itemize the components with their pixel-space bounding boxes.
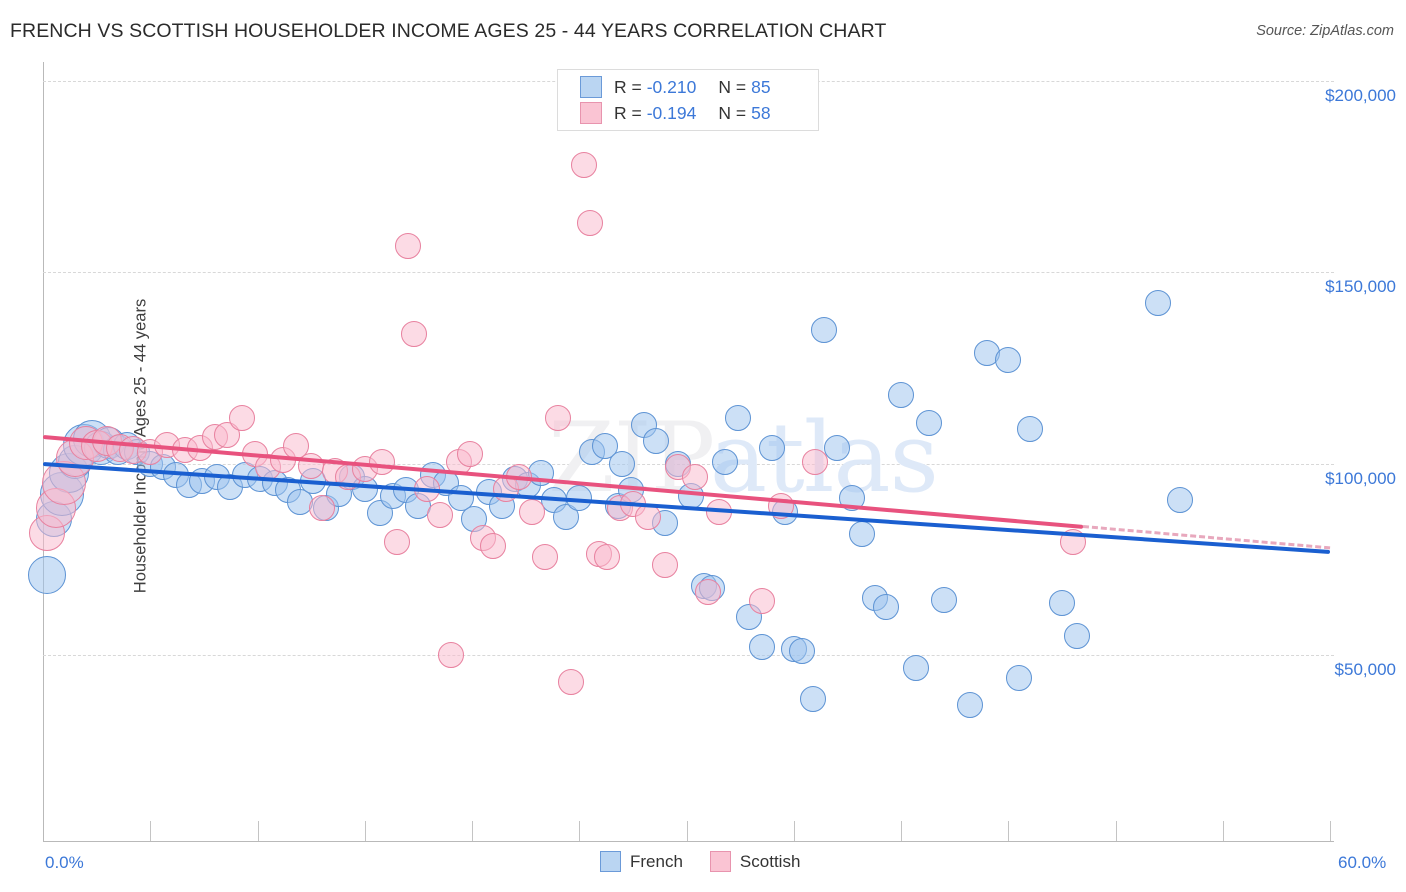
data-point-french bbox=[591, 433, 618, 460]
stats-row-french: R = -0.210 N = 85 bbox=[580, 74, 771, 100]
data-point-scottish bbox=[480, 532, 507, 559]
x-axis-tick bbox=[1222, 821, 1224, 841]
data-point-scottish bbox=[426, 502, 453, 529]
data-point-scottish bbox=[531, 544, 558, 571]
x-axis-min-label: 0.0% bbox=[45, 853, 84, 872]
data-point-french bbox=[930, 586, 957, 613]
x-axis-tick bbox=[579, 821, 581, 841]
data-point-french bbox=[643, 427, 670, 454]
data-point-french bbox=[724, 404, 751, 431]
y-axis-tick-label: $200,000 bbox=[1325, 86, 1396, 105]
data-point-scottish bbox=[456, 441, 483, 468]
source-attribution: Source: ZipAtlas.com bbox=[1256, 23, 1394, 39]
data-point-scottish bbox=[652, 552, 679, 579]
french-swatch-icon bbox=[580, 76, 602, 98]
data-point-scottish bbox=[308, 494, 335, 521]
x-axis-tick bbox=[150, 821, 152, 841]
data-point-scottish bbox=[394, 232, 421, 259]
y-axis-tick-label: $50,000 bbox=[1334, 660, 1396, 679]
data-point-french bbox=[903, 655, 929, 682]
correlation-stats-legend: R = -0.210 N = 85 R = -0.194 N = 58 bbox=[557, 69, 819, 131]
data-point-french bbox=[888, 381, 914, 408]
x-axis-tick bbox=[257, 821, 259, 841]
x-axis-tick bbox=[686, 821, 688, 841]
legend-scottish-label[interactable]: Scottish bbox=[739, 851, 801, 871]
legend-french-label[interactable]: French bbox=[630, 851, 683, 871]
gridline bbox=[43, 655, 1334, 656]
data-point-french bbox=[872, 594, 899, 621]
french-r-label: R = bbox=[614, 76, 642, 97]
y-axis-line bbox=[43, 62, 44, 841]
data-point-scottish bbox=[748, 588, 775, 615]
data-point-scottish bbox=[570, 152, 597, 179]
data-point-scottish bbox=[594, 544, 621, 571]
data-point-french bbox=[995, 347, 1022, 374]
data-point-french bbox=[810, 316, 837, 343]
x-axis-max-label: 60.0% bbox=[1338, 853, 1387, 872]
y-axis-tick-label: $100,000 bbox=[1325, 468, 1396, 488]
data-point-french bbox=[1063, 622, 1090, 649]
data-point-french bbox=[1016, 416, 1043, 443]
gridline bbox=[43, 272, 1334, 274]
data-point-french bbox=[1166, 487, 1193, 514]
scottish-n-value: 58 bbox=[751, 102, 771, 123]
french-n-value: 85 bbox=[751, 76, 771, 97]
x-axis-tick bbox=[1330, 821, 1331, 841]
data-point-french bbox=[915, 410, 942, 437]
scottish-swatch-icon bbox=[580, 102, 602, 124]
data-point-french bbox=[759, 435, 786, 462]
data-point-french bbox=[789, 638, 816, 665]
y-axis-tick-label: $150,000 bbox=[1325, 277, 1396, 297]
french-r-value: -0.210 bbox=[646, 76, 697, 97]
data-point-scottish bbox=[634, 504, 661, 531]
x-axis-tick bbox=[472, 821, 473, 841]
data-point-french bbox=[973, 339, 1000, 366]
data-point-scottish bbox=[437, 642, 464, 668]
scottish-n-label: N = bbox=[718, 102, 747, 123]
data-point-scottish bbox=[694, 578, 721, 605]
scottish-r-label: R = bbox=[614, 102, 642, 123]
page-title: FRENCH VS SCOTTISH HOUSEHOLDER INCOME AG… bbox=[10, 20, 887, 42]
data-point-scottish bbox=[544, 404, 571, 431]
legend-scottish-swatch-icon[interactable] bbox=[709, 851, 731, 872]
data-point-french bbox=[748, 634, 775, 661]
data-point-french bbox=[800, 686, 827, 712]
x-axis-tick bbox=[793, 821, 795, 841]
x-axis-tick bbox=[1115, 821, 1117, 841]
plot-area bbox=[28, 62, 1333, 841]
french-n-label: N = bbox=[718, 76, 747, 97]
x-axis-tick bbox=[901, 821, 902, 841]
data-point-scottish bbox=[401, 320, 428, 347]
scottish-r-value: -0.194 bbox=[646, 102, 697, 123]
data-point-scottish bbox=[557, 668, 584, 695]
data-point-french bbox=[1145, 289, 1172, 316]
legend-french-swatch-icon[interactable] bbox=[600, 851, 621, 872]
data-point-french bbox=[823, 435, 850, 462]
data-point-french bbox=[28, 555, 67, 594]
data-point-french bbox=[712, 448, 739, 475]
data-point-scottish bbox=[368, 448, 395, 475]
x-axis-line bbox=[43, 841, 1334, 842]
x-axis-tick bbox=[1008, 821, 1010, 841]
data-point-scottish bbox=[802, 448, 829, 475]
data-point-scottish bbox=[519, 498, 546, 525]
data-point-french bbox=[1005, 664, 1032, 691]
series-legend: French Scottish bbox=[600, 851, 818, 872]
data-point-french bbox=[849, 521, 876, 548]
data-point-scottish bbox=[576, 209, 603, 236]
data-point-french bbox=[956, 691, 983, 718]
x-axis-tick bbox=[364, 821, 366, 841]
stats-row-scottish: R = -0.194 N = 58 bbox=[580, 100, 771, 126]
data-point-scottish bbox=[214, 421, 241, 448]
data-point-french bbox=[1048, 590, 1075, 617]
data-point-scottish bbox=[383, 529, 410, 556]
data-point-scottish bbox=[682, 464, 709, 491]
data-point-french bbox=[609, 450, 636, 477]
data-point-scottish bbox=[229, 404, 256, 431]
